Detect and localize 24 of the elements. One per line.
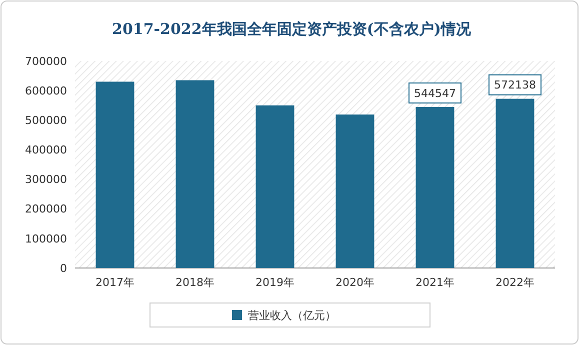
data-label: 572138 <box>494 78 536 92</box>
bar <box>336 114 374 268</box>
y-tick-label: 600000 <box>25 84 67 98</box>
bar <box>176 80 214 268</box>
y-tick-label: 400000 <box>25 144 67 157</box>
x-tick-label: 2019年 <box>256 276 294 289</box>
chart-title: 2017-2022年我国全年固定资产投资(不含农户)情况 <box>112 20 472 38</box>
legend-label: 营业收入（亿元） <box>248 308 336 322</box>
y-tick-label: 0 <box>60 262 67 275</box>
bar <box>496 98 534 268</box>
data-label: 544547 <box>414 86 456 100</box>
y-tick-label: 500000 <box>25 114 67 127</box>
x-tick-label: 2018年 <box>176 276 214 289</box>
y-tick-label: 200000 <box>25 202 67 216</box>
y-tick-label: 700000 <box>25 54 67 68</box>
x-tick-label: 2017年 <box>96 276 134 289</box>
x-tick-label: 2020年 <box>336 276 374 289</box>
y-tick-label: 300000 <box>25 173 67 186</box>
bar <box>96 82 134 268</box>
x-tick-label: 2022年 <box>496 276 534 289</box>
bar <box>416 106 454 268</box>
bar <box>256 105 294 268</box>
x-tick-label: 2021年 <box>416 276 454 289</box>
y-tick-label: 100000 <box>25 232 67 246</box>
